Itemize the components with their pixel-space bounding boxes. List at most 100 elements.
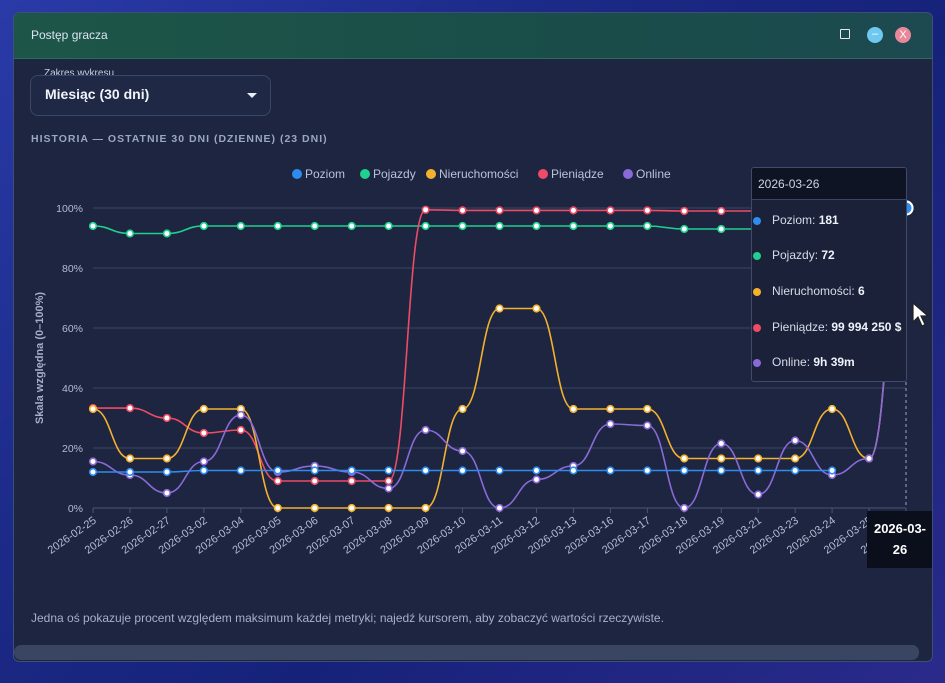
hover-date-label: 2026-03- 26 [867, 511, 932, 568]
tooltip-series-name: Pojazdy: 72 [772, 248, 835, 262]
data-point [421, 205, 430, 214]
legend-marker [360, 169, 370, 179]
legend-label: Online [636, 167, 671, 181]
tooltip-series-dot [753, 359, 761, 367]
y-tick-label: 40% [62, 383, 83, 395]
data-point [421, 466, 430, 475]
data-point [643, 221, 652, 231]
data-point [273, 476, 282, 486]
chart-tooltip: 2026-03-26 Poziom: 181 Pojazdy: 72 Nieruch… [751, 167, 907, 382]
data-point [643, 404, 652, 414]
data-point [495, 304, 504, 313]
legend-label: Pieniądze [551, 167, 604, 181]
tooltip-series-name: Pieniądze: 99 994 250 $ [772, 320, 902, 334]
data-point [421, 425, 430, 435]
legend-marker [292, 169, 302, 179]
data-point [310, 476, 319, 486]
legend-label: Nieruchomości [439, 167, 518, 181]
range-select-value: Miesiąc (30 dni) [45, 86, 150, 102]
data-point [347, 476, 356, 486]
data-point [680, 503, 689, 513]
data-point [273, 503, 282, 513]
data-point [827, 404, 837, 414]
data-point [495, 466, 504, 475]
data-point [421, 221, 430, 231]
data-point [827, 466, 837, 475]
tooltip-row: Online: 9h 39m [752, 355, 906, 371]
data-point [532, 304, 541, 313]
minimize-icon[interactable]: – [867, 27, 883, 43]
data-point [162, 454, 172, 463]
data-point [199, 428, 208, 438]
data-point [125, 467, 135, 477]
data-point [754, 466, 763, 475]
data-point [384, 466, 393, 475]
tooltip-series-dot [753, 252, 761, 260]
data-point [458, 221, 467, 231]
maximize-icon[interactable] [840, 29, 850, 39]
data-point [88, 404, 98, 414]
data-point [532, 206, 541, 215]
data-point [199, 221, 208, 231]
data-point [680, 206, 689, 216]
tooltip-series-name: Nieruchomości: 6 [772, 284, 865, 298]
data-point [606, 221, 615, 231]
tooltip-row: Pieniądze: 99 994 250 $ [752, 320, 906, 336]
data-point [199, 457, 208, 466]
data-point [754, 454, 763, 463]
data-point [273, 466, 282, 475]
tooltip-series-name: Poziom: 181 [772, 213, 839, 227]
y-tick-label: 100% [56, 203, 83, 215]
close-icon[interactable]: X [895, 27, 911, 43]
data-point [643, 466, 652, 475]
legend-label: Poziom [305, 167, 345, 181]
data-point [125, 229, 135, 238]
tooltip-series-value: 181 [818, 213, 839, 227]
tooltip-series-value: 6 [858, 284, 865, 298]
data-point [162, 488, 172, 498]
data-point [791, 454, 800, 463]
data-point [310, 221, 319, 231]
data-point [495, 221, 504, 231]
data-point [88, 467, 98, 477]
tooltip-series-dot [753, 217, 761, 225]
data-point [347, 503, 356, 513]
data-point [421, 503, 430, 513]
data-point [717, 206, 726, 216]
data-point [606, 206, 615, 215]
y-tick-label: 0% [68, 503, 83, 515]
legend-marker [623, 169, 633, 179]
data-point [495, 206, 504, 215]
data-point [754, 490, 763, 499]
data-point [310, 503, 319, 513]
history-title: HISTORIA — OSTATNIE 30 DNI (DZIENNE) (23… [31, 133, 328, 145]
data-point [384, 484, 393, 493]
data-point [236, 410, 245, 420]
progress-chart[interactable]: 0% 20% 40% 60% 80% 100% Skala względna (0–100%… [14, 13, 932, 593]
data-point [88, 457, 98, 466]
legend-marker [426, 169, 436, 179]
data-point [717, 466, 726, 475]
horizontal-scrollbar[interactable] [14, 645, 919, 660]
data-point [162, 467, 172, 477]
data-point [458, 404, 467, 414]
tooltip-series-dot [753, 288, 761, 296]
mouse-cursor-icon [912, 302, 930, 327]
player-progress-window: Postęp gracza – X Zakres wykresu Miesiąc… [13, 12, 933, 662]
data-point [458, 466, 467, 475]
data-point [162, 413, 172, 423]
data-point [791, 466, 800, 475]
data-point [495, 503, 504, 513]
data-point [125, 404, 135, 413]
range-select[interactable]: Miesiąc (30 dni) [30, 75, 271, 116]
data-point [606, 404, 615, 414]
data-point [791, 436, 800, 445]
legend-marker [538, 169, 548, 179]
data-point [569, 221, 578, 231]
data-point [236, 466, 245, 475]
data-point [717, 224, 726, 234]
window-title: Postęp gracza [31, 28, 108, 42]
chevron-down-icon [247, 93, 257, 98]
data-point [680, 454, 689, 463]
tooltip-series-value: 99 994 250 $ [831, 320, 902, 334]
